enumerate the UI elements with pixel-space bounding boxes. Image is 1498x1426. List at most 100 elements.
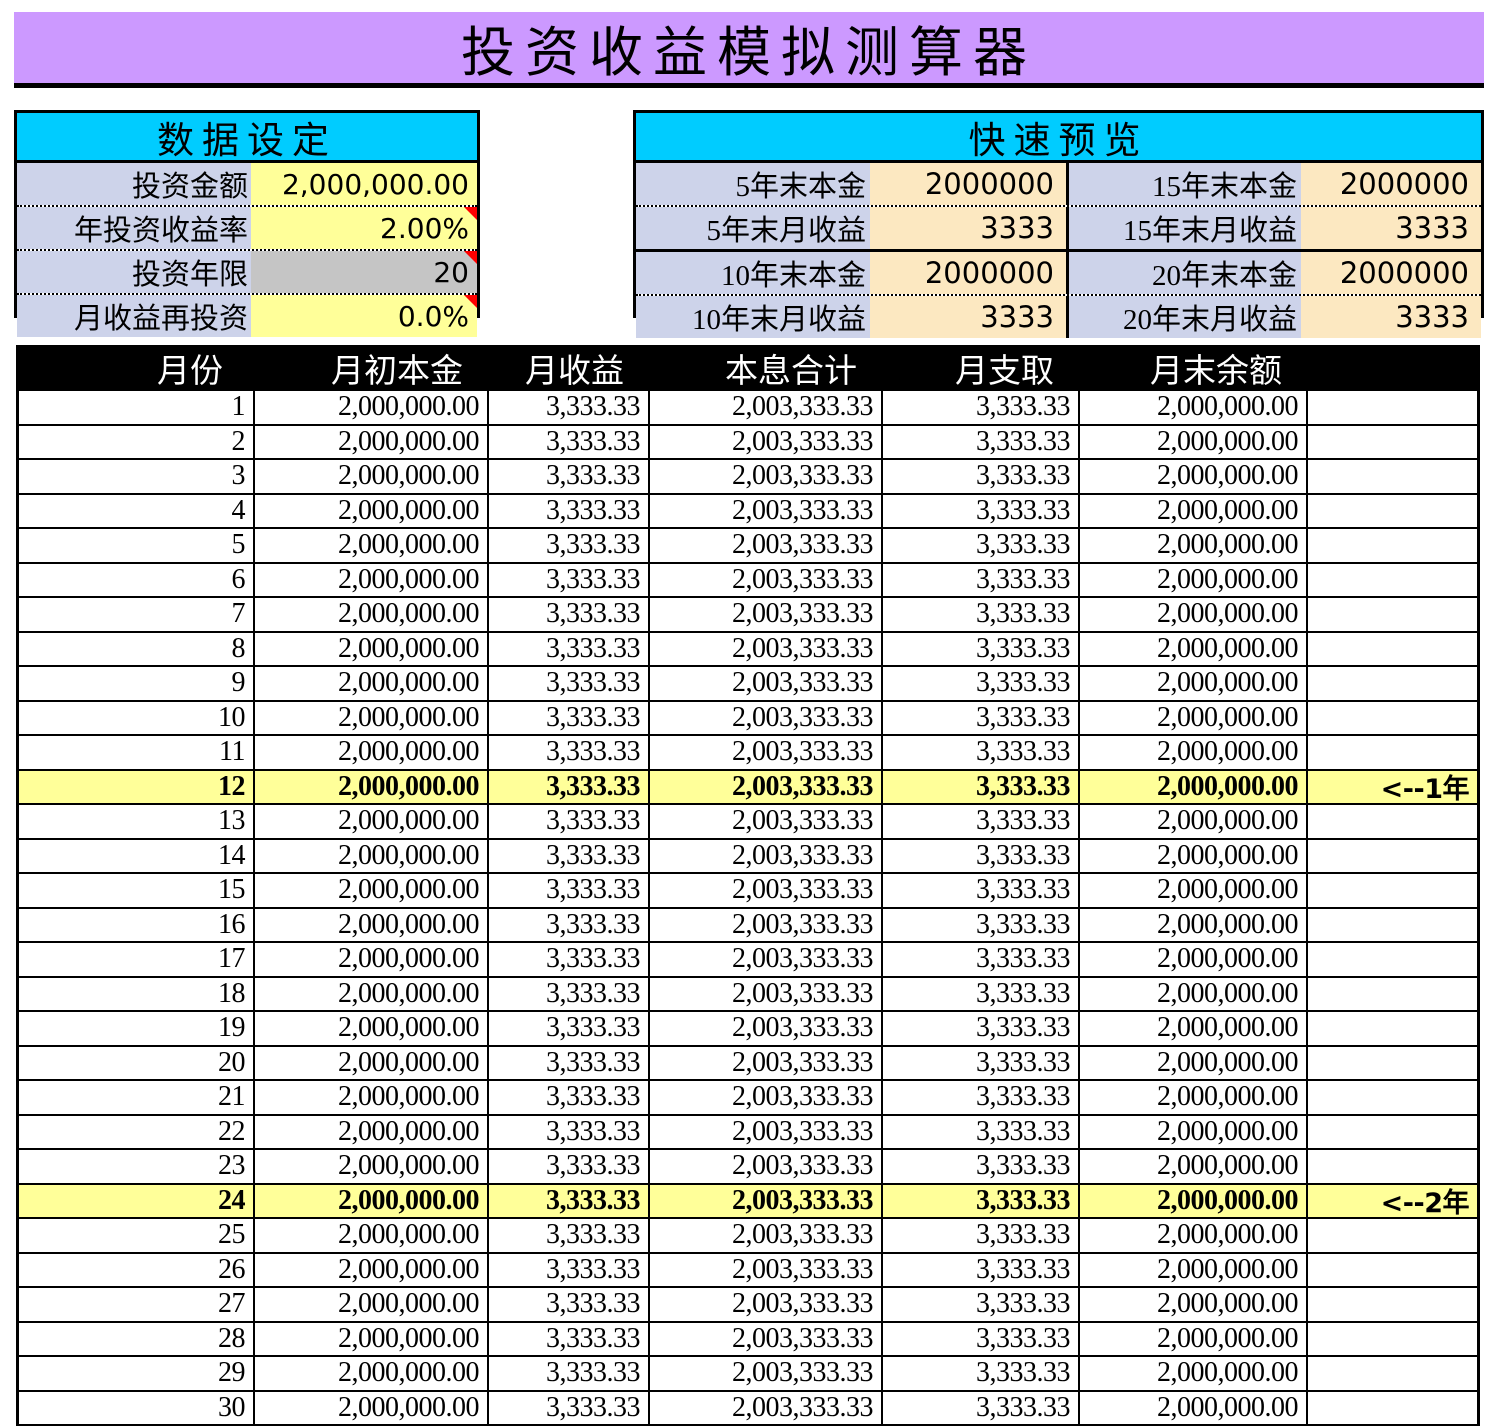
page-title: 投资收益模拟测算器 xyxy=(14,12,1484,88)
year-marker-note xyxy=(1306,1288,1477,1321)
table-cell-income: 3,333.33 xyxy=(487,564,648,597)
table-header-cell: 月初本金 xyxy=(253,345,487,391)
year-marker-note xyxy=(1306,1116,1477,1149)
table-cell-total: 2,003,333.33 xyxy=(648,1116,881,1149)
year-marker-note xyxy=(1306,460,1477,493)
settings-value-cell[interactable]: 2.00% xyxy=(251,207,477,249)
year-marker-note xyxy=(1306,1081,1477,1114)
table-cell-income: 3,333.33 xyxy=(487,391,648,424)
table-cell-withdraw: 3,333.33 xyxy=(881,840,1078,873)
table-cell-total: 2,003,333.33 xyxy=(648,426,881,459)
table-cell-month: 5 xyxy=(19,529,253,562)
table-header-cell: 月收益 xyxy=(487,345,648,391)
table-cell-principal: 2,000,000.00 xyxy=(253,598,487,631)
year-marker-note xyxy=(1306,1219,1477,1252)
preview-value-cell: 2000000 xyxy=(870,163,1066,205)
table-cell-income: 3,333.33 xyxy=(487,1116,648,1149)
table-cell-principal: 2,000,000.00 xyxy=(253,943,487,976)
comment-marker-icon xyxy=(464,207,477,220)
settings-value-cell[interactable]: 2,000,000.00 xyxy=(251,163,477,205)
table-cell-month: 21 xyxy=(19,1081,253,1114)
table-cell-total: 2,003,333.33 xyxy=(648,909,881,942)
table-cell-income: 3,333.33 xyxy=(487,1288,648,1321)
settings-value-cell[interactable]: 0.0% xyxy=(251,295,477,337)
table-cell-total: 2,003,333.33 xyxy=(648,598,881,631)
table-cell-total: 2,003,333.33 xyxy=(648,771,881,804)
settings-row-label: 投资金额 xyxy=(17,163,251,205)
table-cell-total: 2,003,333.33 xyxy=(648,1357,881,1390)
table-cell-withdraw: 3,333.33 xyxy=(881,771,1078,804)
table-cell-balance: 2,000,000.00 xyxy=(1078,1254,1306,1287)
table-cell-month: 12 xyxy=(19,771,253,804)
table-cell-principal: 2,000,000.00 xyxy=(253,1392,487,1425)
table-cell-income: 3,333.33 xyxy=(487,1323,648,1356)
table-cell-balance: 2,000,000.00 xyxy=(1078,771,1306,804)
comment-marker-icon xyxy=(464,251,477,264)
table-cell-principal: 2,000,000.00 xyxy=(253,1012,487,1045)
table-cell-balance: 2,000,000.00 xyxy=(1078,909,1306,942)
table-cell-withdraw: 3,333.33 xyxy=(881,874,1078,907)
preview-value-cell: 3333 xyxy=(870,207,1066,249)
preview-label: 10年末月收益 xyxy=(636,296,870,338)
table-cell-month: 30 xyxy=(19,1392,253,1425)
settings-row-label: 投资年限 xyxy=(17,251,251,293)
table-cell-income: 3,333.33 xyxy=(487,1150,648,1183)
year-marker-note xyxy=(1306,978,1477,1011)
table-cell-income: 3,333.33 xyxy=(487,1392,648,1425)
table-cell-total: 2,003,333.33 xyxy=(648,1150,881,1183)
table-cell-month: 15 xyxy=(19,874,253,907)
year-marker-note xyxy=(1306,874,1477,907)
table-cell-total: 2,003,333.33 xyxy=(648,1081,881,1114)
table-cell-income: 3,333.33 xyxy=(487,805,648,838)
table-cell-balance: 2,000,000.00 xyxy=(1078,1047,1306,1080)
preview-value-cell: 3333 xyxy=(1301,296,1481,338)
table-cell-month: 24 xyxy=(19,1185,253,1218)
table-cell-month: 10 xyxy=(19,702,253,735)
table-cell-total: 2,003,333.33 xyxy=(648,805,881,838)
table-cell-principal: 2,000,000.00 xyxy=(253,702,487,735)
settings-value-cell[interactable]: 20 xyxy=(251,251,477,293)
table-cell-total: 2,003,333.33 xyxy=(648,667,881,700)
table-cell-month: 9 xyxy=(19,667,253,700)
table-cell-month: 11 xyxy=(19,736,253,769)
table-cell-month: 23 xyxy=(19,1150,253,1183)
table-cell-income: 3,333.33 xyxy=(487,460,648,493)
table-cell-principal: 2,000,000.00 xyxy=(253,426,487,459)
year-marker-note xyxy=(1306,1047,1477,1080)
year-marker-note xyxy=(1306,805,1477,838)
table-cell-balance: 2,000,000.00 xyxy=(1078,1012,1306,1045)
table-cell-month: 7 xyxy=(19,598,253,631)
table-cell-month: 3 xyxy=(19,460,253,493)
year-marker-note xyxy=(1306,667,1477,700)
table-cell-principal: 2,000,000.00 xyxy=(253,771,487,804)
table-cell-balance: 2,000,000.00 xyxy=(1078,702,1306,735)
year-marker-note xyxy=(1306,702,1477,735)
table-cell-month: 22 xyxy=(19,1116,253,1149)
table-cell-balance: 2,000,000.00 xyxy=(1078,1081,1306,1114)
year-marker-note xyxy=(1306,840,1477,873)
table-cell-total: 2,003,333.33 xyxy=(648,633,881,666)
table-cell-principal: 2,000,000.00 xyxy=(253,1047,487,1080)
table-cell-principal: 2,000,000.00 xyxy=(253,1323,487,1356)
year-marker-note xyxy=(1306,1012,1477,1045)
table-cell-withdraw: 3,333.33 xyxy=(881,978,1078,1011)
settings-row-label: 年投资收益率 xyxy=(17,207,251,249)
